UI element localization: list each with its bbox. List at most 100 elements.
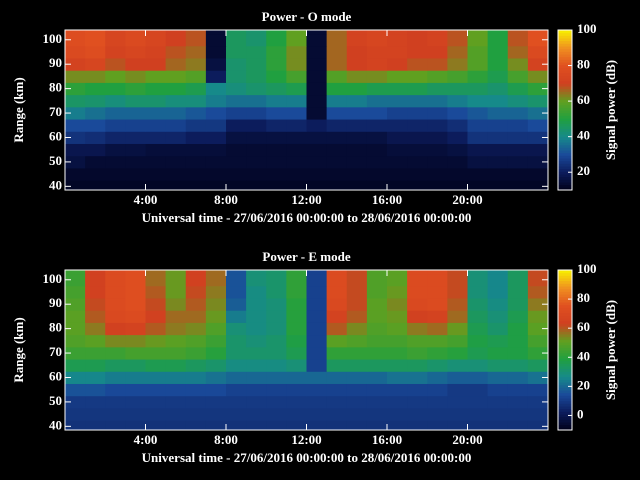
- colorbar-segment: [558, 56, 572, 60]
- colorbar-segment: [558, 424, 572, 428]
- cell: [286, 94, 307, 108]
- colorbar-segment: [558, 99, 572, 103]
- cell: [306, 119, 328, 132]
- cell: [266, 155, 287, 169]
- cell: [145, 298, 167, 311]
- cell: [467, 70, 489, 83]
- y-tick-label: 80: [49, 80, 62, 95]
- cell: [65, 310, 86, 323]
- chart-title: Power - E mode: [262, 249, 350, 264]
- colorbar-segment: [558, 91, 572, 95]
- cell: [105, 168, 126, 181]
- cell: [326, 334, 348, 348]
- cell: [447, 131, 468, 144]
- cell: [85, 371, 106, 384]
- colorbar-segment: [558, 126, 572, 130]
- cell: [185, 94, 207, 108]
- cell: [125, 285, 146, 299]
- colorbar-tick-label: 40: [577, 348, 590, 363]
- cell: [125, 346, 146, 360]
- cell: [366, 119, 388, 132]
- colorbar-frame: [557, 269, 573, 431]
- cell: [266, 334, 287, 348]
- cell: [185, 143, 207, 157]
- chart-title: Power - O mode: [262, 9, 352, 24]
- cell: [407, 310, 428, 323]
- cell: [427, 180, 448, 190]
- cell: [507, 45, 529, 59]
- cell: [346, 155, 368, 169]
- cell: [366, 310, 388, 323]
- cell: [487, 106, 509, 120]
- cell: [286, 408, 307, 421]
- colorbar-segment: [558, 382, 572, 386]
- cell: [447, 94, 468, 108]
- cell: [185, 285, 207, 299]
- colorbar-segment: [558, 286, 572, 290]
- colorbar-segment: [558, 139, 572, 143]
- cell: [507, 359, 529, 372]
- cell: [226, 420, 247, 430]
- cell: [125, 119, 146, 132]
- cell: [125, 131, 146, 144]
- cell: [306, 45, 328, 59]
- cell: [246, 168, 267, 181]
- cell: [427, 168, 448, 181]
- colorbar-segment: [558, 54, 572, 58]
- colorbar-segment: [558, 78, 572, 82]
- cell: [346, 408, 368, 421]
- cell: [407, 346, 428, 360]
- cell: [467, 33, 489, 47]
- colorbar-segment: [558, 331, 572, 335]
- cell: [326, 270, 348, 275]
- colorbar-tick-label: 20: [577, 377, 590, 392]
- cell: [246, 94, 267, 108]
- cell: [427, 131, 448, 144]
- colorbar-segment: [558, 86, 572, 90]
- cell: [467, 334, 489, 348]
- y-tick-label: 70: [49, 104, 62, 119]
- cell: [487, 273, 509, 287]
- cell: [266, 359, 287, 372]
- cell: [266, 70, 287, 83]
- cell: [346, 143, 368, 157]
- cell: [407, 285, 428, 299]
- cell: [65, 143, 86, 157]
- cell: [326, 395, 348, 409]
- cell: [125, 106, 146, 120]
- cell: [366, 131, 388, 144]
- cell: [65, 395, 86, 409]
- colorbar-segment: [558, 152, 572, 156]
- cell: [507, 371, 529, 384]
- cell: [487, 346, 509, 360]
- cell: [185, 359, 207, 372]
- cell: [306, 322, 328, 336]
- cell: [507, 30, 529, 35]
- cell: [105, 310, 126, 323]
- cell: [427, 273, 448, 287]
- cell: [527, 322, 548, 336]
- cell: [226, 45, 247, 59]
- cell: [306, 143, 328, 157]
- cell: [205, 420, 227, 430]
- cell: [286, 30, 307, 35]
- cell: [427, 106, 448, 120]
- cell: [266, 58, 287, 71]
- cell: [226, 168, 247, 181]
- cell: [467, 298, 489, 311]
- cell: [85, 30, 106, 35]
- cell: [286, 155, 307, 169]
- cell: [387, 82, 408, 96]
- cell: [487, 119, 509, 132]
- cell: [407, 168, 428, 181]
- cell: [467, 45, 489, 59]
- cell: [527, 270, 548, 275]
- cell: [205, 168, 227, 181]
- cell: [145, 395, 167, 409]
- cell: [165, 143, 187, 157]
- cell: [125, 395, 146, 409]
- cell: [185, 322, 207, 336]
- colorbar-segment: [558, 110, 572, 114]
- cell: [246, 45, 267, 59]
- cell: [507, 168, 529, 181]
